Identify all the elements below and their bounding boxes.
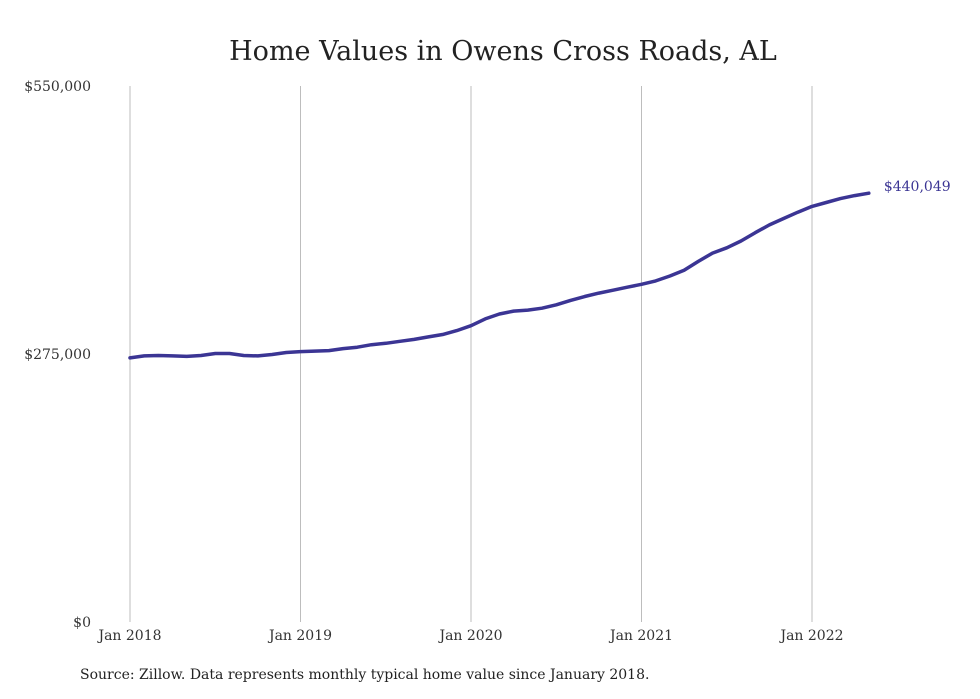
source-note: Source: Zillow. Data represents monthly … <box>80 667 650 683</box>
latest-value-label: $440,049 <box>884 179 951 195</box>
y-tick-label: $550,000 <box>24 79 91 95</box>
y-axis-ticks: $0 $275,000 $550,000 <box>24 79 91 631</box>
chart-title: Home Values in Owens Cross Roads, AL <box>229 36 777 67</box>
x-tick-label: Jan 2021 <box>608 628 673 644</box>
y-tick-label: $275,000 <box>24 347 91 363</box>
y-tick-label: $0 <box>73 615 91 631</box>
x-tick-label: Jan 2019 <box>267 628 332 644</box>
x-tick-label: Jan 2018 <box>96 628 161 644</box>
x-tick-label: Jan 2020 <box>437 628 502 644</box>
x-axis-ticks: Jan 2018 Jan 2019 Jan 2020 Jan 2021 Jan 2022 <box>96 628 843 644</box>
x-tick-label: Jan 2022 <box>778 628 843 644</box>
home-value-line <box>128 191 871 360</box>
grid-layer <box>129 86 813 622</box>
